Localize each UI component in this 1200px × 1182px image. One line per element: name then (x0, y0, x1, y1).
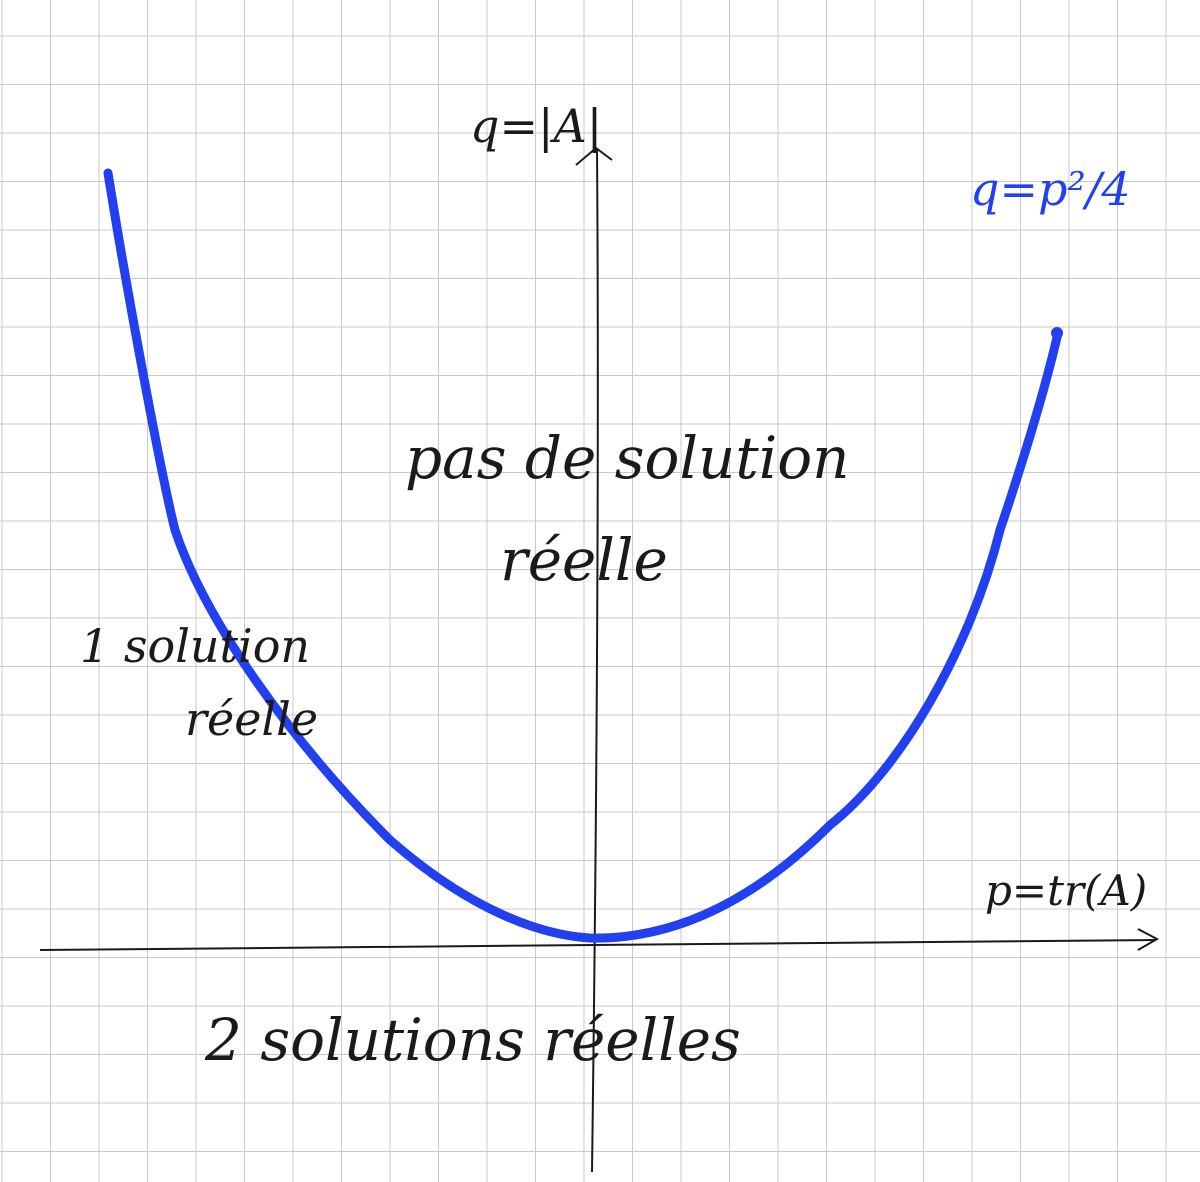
q-axis-line (591, 147, 599, 1173)
p-axis-arrowhead (1137, 928, 1160, 951)
q-axis-label: q=|A| (470, 99, 602, 153)
region-no-solution-line2: réelle (500, 526, 668, 594)
q-axis-arrowhead (575, 146, 613, 166)
region-two-solutions: 2 solutions réelles (204, 1006, 741, 1074)
curve-end-dot (1051, 327, 1063, 339)
p-axis-line (39, 939, 1156, 951)
region-one-solution-line2: réelle (185, 692, 318, 746)
region-no-solution-line1: pas de solution (405, 424, 850, 492)
curve-equation-label: q=p²/4 (970, 162, 1131, 216)
region-one-solution-line1: 1 solution (80, 619, 310, 673)
parabola-curve (103, 168, 1063, 943)
p-axis-label: p=tr(A) (985, 866, 1147, 915)
